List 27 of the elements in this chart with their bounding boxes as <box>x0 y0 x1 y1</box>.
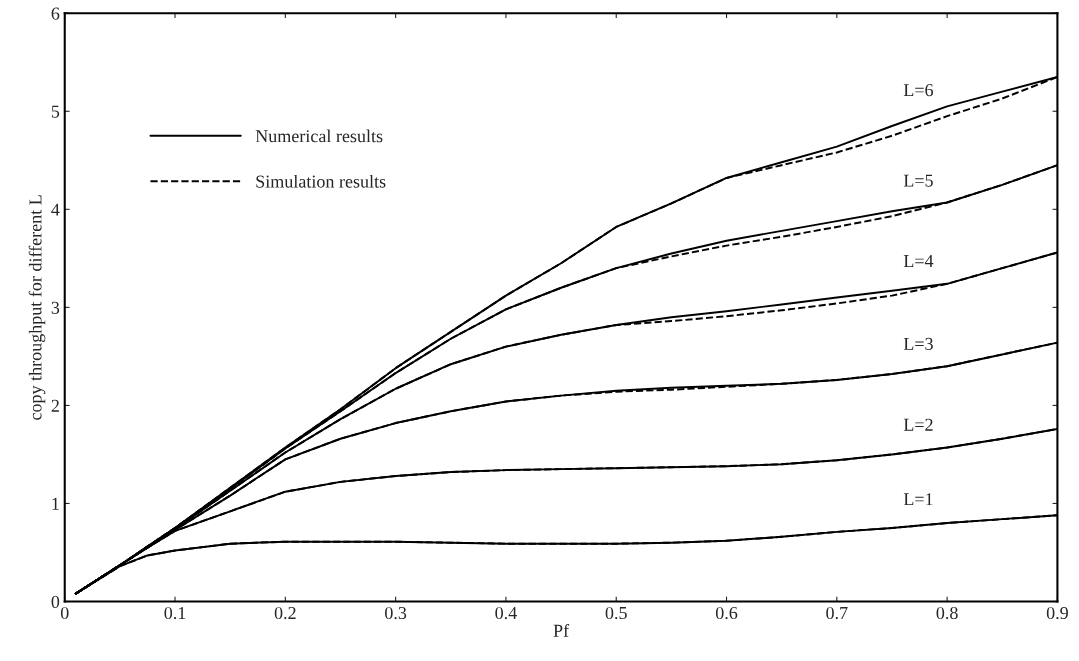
x-tick-label: 0.1 <box>164 606 186 620</box>
annotation: L=1 <box>903 493 933 506</box>
y-tick-label: 5 <box>51 105 60 118</box>
x-tick-label: 0.4 <box>495 606 517 620</box>
y-tick-label: 0 <box>51 595 60 608</box>
x-tick-label: 0.3 <box>385 606 407 620</box>
annotation: L=2 <box>903 418 933 431</box>
y-tick-label: 3 <box>51 301 60 314</box>
y-tick-label: 2 <box>51 399 59 412</box>
annotation: L=4 <box>903 255 934 267</box>
annotation: L=6 <box>903 84 934 97</box>
y-tick-label: 4 <box>51 203 60 216</box>
x-tick-label: 0.8 <box>936 606 958 620</box>
x-tick-label: 0 <box>60 606 69 620</box>
x-tick-label: 0.9 <box>1046 606 1068 620</box>
annotation: L=3 <box>903 337 933 350</box>
y-tick-label: 6 <box>51 7 60 20</box>
y-tick-label: 1 <box>52 497 59 510</box>
annotation: L=5 <box>903 174 933 187</box>
legend-label: Simulation results <box>256 174 386 188</box>
legend-label: Numerical results <box>255 129 383 143</box>
y-axis-title: copy throughput for different L <box>28 195 46 420</box>
x-axis-title: Pf <box>553 623 570 637</box>
x-tick-label: 0.6 <box>715 606 738 620</box>
x-tick-label: 0.2 <box>274 606 296 620</box>
x-tick-label: 0.5 <box>605 606 627 620</box>
x-tick-label: 0.7 <box>826 606 848 620</box>
